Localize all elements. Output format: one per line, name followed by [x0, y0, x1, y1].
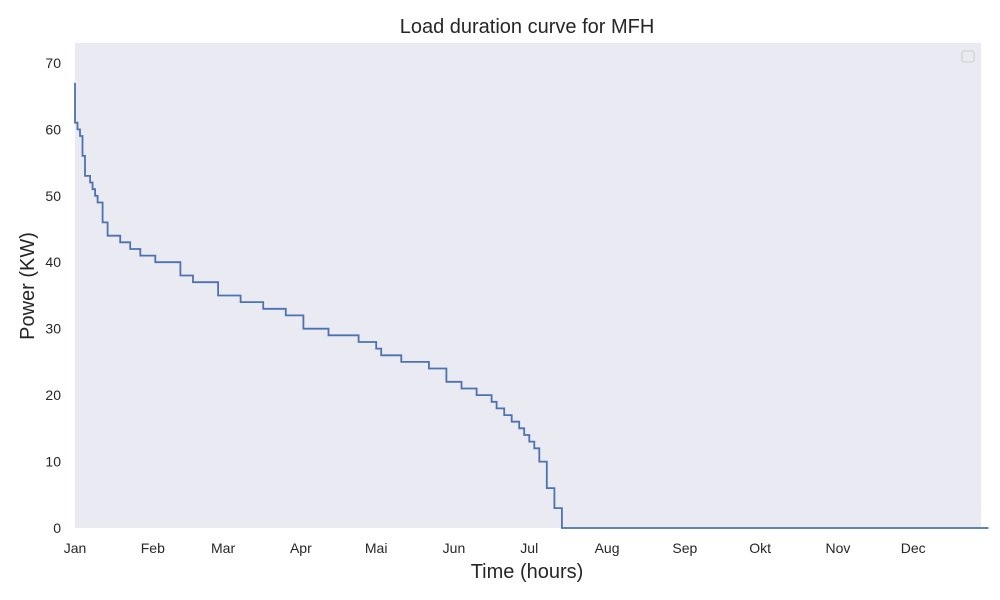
y-tick-label: 60 — [45, 121, 61, 137]
y-tick-label: 70 — [45, 55, 61, 71]
x-tick-label: Apr — [290, 540, 312, 556]
y-tick-label: 0 — [53, 520, 61, 536]
y-tick-label: 10 — [45, 454, 61, 470]
x-tick-label: Mar — [211, 540, 235, 556]
y-tick-label: 50 — [45, 188, 61, 204]
y-tick-label: 20 — [45, 387, 61, 403]
x-tick-label: Sep — [672, 540, 697, 556]
x-tick-label: Okt — [749, 540, 771, 556]
x-tick-label: Jul — [520, 540, 538, 556]
series-line — [74, 82, 989, 529]
x-tick-label: Dec — [901, 540, 926, 556]
y-tick-label: 40 — [45, 254, 61, 270]
y-axis-ticks: 0 10 20 30 40 50 60 70 — [45, 55, 61, 536]
x-tick-label: Jan — [64, 540, 87, 556]
legend-box — [961, 50, 975, 63]
chart-title: Load duration curve for MFH — [400, 16, 655, 38]
x-tick-label: Mai — [365, 540, 388, 556]
plot-area — [75, 43, 981, 528]
x-tick-label: Feb — [141, 540, 165, 556]
x-axis-ticks: Jan Feb Mar Apr Mai Jun Jul Aug Sep Okt Nov Dec — [64, 540, 926, 556]
x-axis-label: Time (hours) — [471, 561, 584, 583]
x-tick-label: Nov — [825, 540, 850, 556]
y-tick-label: 30 — [45, 321, 61, 337]
x-tick-label: Jun — [443, 540, 466, 556]
y-axis-label: Power (KW) — [17, 232, 39, 340]
x-tick-label: Aug — [595, 540, 620, 556]
